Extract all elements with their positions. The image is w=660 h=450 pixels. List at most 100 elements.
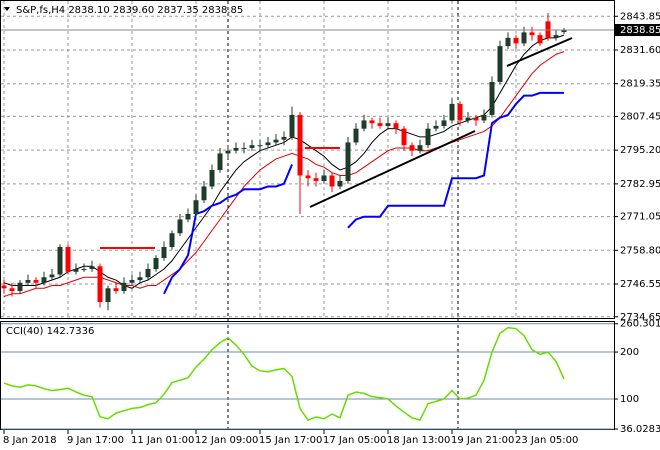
candle-body [313,178,319,181]
y-tick-label: 2819.35 [620,79,660,90]
candle-body [521,32,527,44]
cci-title: CCI(40) 142.7336 [6,326,94,337]
candle-body [529,32,535,36]
candle-body [137,277,143,281]
x-tick-label: 23 Jan 05:00 [515,435,578,446]
y-tick-label: 2734.65 [620,312,660,323]
candle-body [89,266,95,270]
candle-body [353,128,359,143]
candle-body [217,153,223,170]
y-tick-label: 100 [620,394,639,405]
y-tick-label: 260.301 [620,319,660,330]
candle-body [481,114,487,121]
y-tick-label: 2746.55 [620,279,660,290]
trend-line [309,130,476,208]
candle-body [257,145,263,147]
candle-body [281,136,287,140]
y-tick-label: 200 [620,347,639,358]
x-tick-label: 17 Jan 05:00 [323,435,386,446]
candle-body [289,114,295,137]
candle-body [49,274,55,278]
x-tick-label: 11 Jan 01:00 [131,435,194,446]
candle-body [425,128,431,146]
candle-body [329,175,335,187]
y-tick-label: 36.0283 [620,424,660,435]
x-tick-label: 18 Jan 13:00 [387,435,450,446]
plot-area: 2843.85 2831.60 2819.35 2807.45 2795.20 2782.… [1,1,660,435]
candle-body [305,175,311,179]
candle-body [1,285,7,289]
candle-body [393,123,399,129]
candle-body [361,120,367,129]
candle-body [441,120,447,126]
x-tick-label: 15 Jan 17:00 [259,435,322,446]
candle-body [321,175,327,181]
candle-body [369,120,375,124]
trend-line [506,37,573,67]
candle-body [385,123,391,126]
candle-body [473,117,479,121]
candle-body [497,46,503,82]
candle-body [121,282,127,292]
candle-body [201,186,207,201]
candle-body [233,147,239,151]
candle-body [185,213,191,220]
candle-body [9,288,15,292]
candle-body [553,35,559,38]
candle-body [297,114,303,176]
candle-body [129,280,135,283]
y-tick-label: 2771.05 [620,212,660,223]
candle-body [145,269,151,278]
candle-body [209,169,215,187]
y-tick-label: 2843.85 [620,11,660,22]
candle-body [25,280,31,283]
candle-body [169,233,175,248]
y-tick-label: 2807.45 [620,111,660,122]
cci-frame [0,321,615,430]
candle-body [41,277,47,283]
candle-body [153,258,159,270]
candle-body [17,282,23,292]
candle-body [561,30,567,33]
last-price-label: 2838.85 [620,25,660,36]
candle-body [225,150,231,154]
y-tick-label: 2782.95 [620,179,660,190]
candle-body [105,288,111,303]
candle-body [449,103,455,121]
y-tick-label: 2758.80 [620,245,660,256]
candle-body [433,125,439,129]
candle-body [113,288,119,292]
candle-body [401,128,407,146]
candle-body [505,37,511,47]
candle-body [337,180,343,187]
candle-body [81,269,87,271]
indicator-line [3,51,565,298]
candle-body [57,247,63,275]
x-tick-label: 9 Jan 17:00 [67,435,124,446]
candle-body [537,35,543,44]
candle-body [97,266,103,303]
y-tick-label: 2831.60 [620,45,660,56]
main-frame [0,0,615,319]
candle-body [409,145,415,151]
candle-body [193,200,199,214]
candle-body [489,81,495,115]
candle-body [65,247,71,272]
candle-body [161,247,167,259]
indicator-line [163,91,564,295]
indicator-line [3,326,565,422]
candle-body [265,142,271,146]
candle-body [513,37,519,44]
candle-body [417,145,423,151]
title-icon [4,7,10,11]
last-price-box [615,24,660,37]
candle-body [177,219,183,234]
candle-body [377,123,383,126]
x-tick-label: 19 Jan 21:00 [451,435,514,446]
candle-body [249,145,255,148]
x-tick-label: 8 Jan 2018 [3,435,57,446]
x-tick-label: 12 Jan 09:00 [195,435,258,446]
candle-body [345,142,351,181]
